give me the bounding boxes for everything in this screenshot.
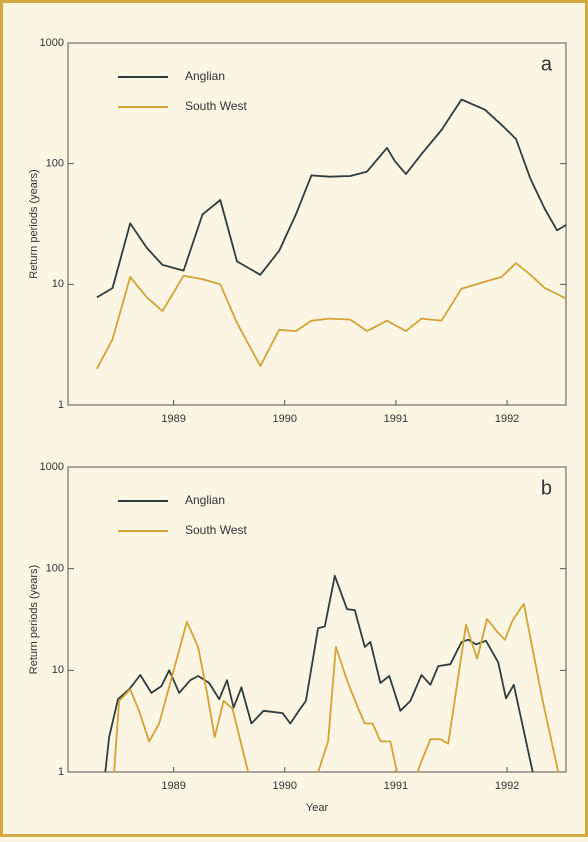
y-tick-label: 100 — [46, 158, 64, 170]
legend-label: South West — [185, 99, 247, 113]
plot-frame — [67, 466, 567, 773]
legend-label: Anglian — [185, 69, 225, 83]
y-tick-label: 10 — [52, 278, 64, 290]
series-line — [96, 98, 566, 299]
x-tick-label: 1991 — [384, 780, 408, 792]
plot-frame — [67, 42, 567, 406]
y-tick-label: 1000 — [40, 37, 64, 49]
x-tick-label: 1992 — [495, 780, 519, 792]
x-tick-label: 1991 — [384, 413, 408, 425]
x-tick-label: 1990 — [273, 780, 297, 792]
panel-label: b — [541, 477, 552, 499]
series-line — [96, 262, 566, 370]
y-axis-label: Return periods (years) — [28, 565, 40, 674]
y-tick-label: 100 — [46, 563, 64, 575]
series-line — [113, 603, 560, 772]
x-tick-label: 1990 — [273, 413, 297, 425]
legend-label: South West — [185, 523, 247, 537]
y-tick-label: 1 — [58, 766, 64, 778]
x-tick-label: 1989 — [161, 780, 185, 792]
series-line — [104, 574, 534, 772]
x-tick-label: 1992 — [495, 413, 519, 425]
legend-label: Anglian — [185, 493, 225, 507]
y-axis-label: Return periods (years) — [28, 169, 40, 278]
panel-label: a — [541, 53, 553, 75]
x-axis-label: Year — [306, 802, 329, 814]
y-tick-label: 10 — [52, 664, 64, 676]
y-tick-label: 1 — [58, 399, 64, 411]
y-tick-label: 1000 — [40, 461, 64, 473]
x-tick-label: 1989 — [161, 413, 185, 425]
